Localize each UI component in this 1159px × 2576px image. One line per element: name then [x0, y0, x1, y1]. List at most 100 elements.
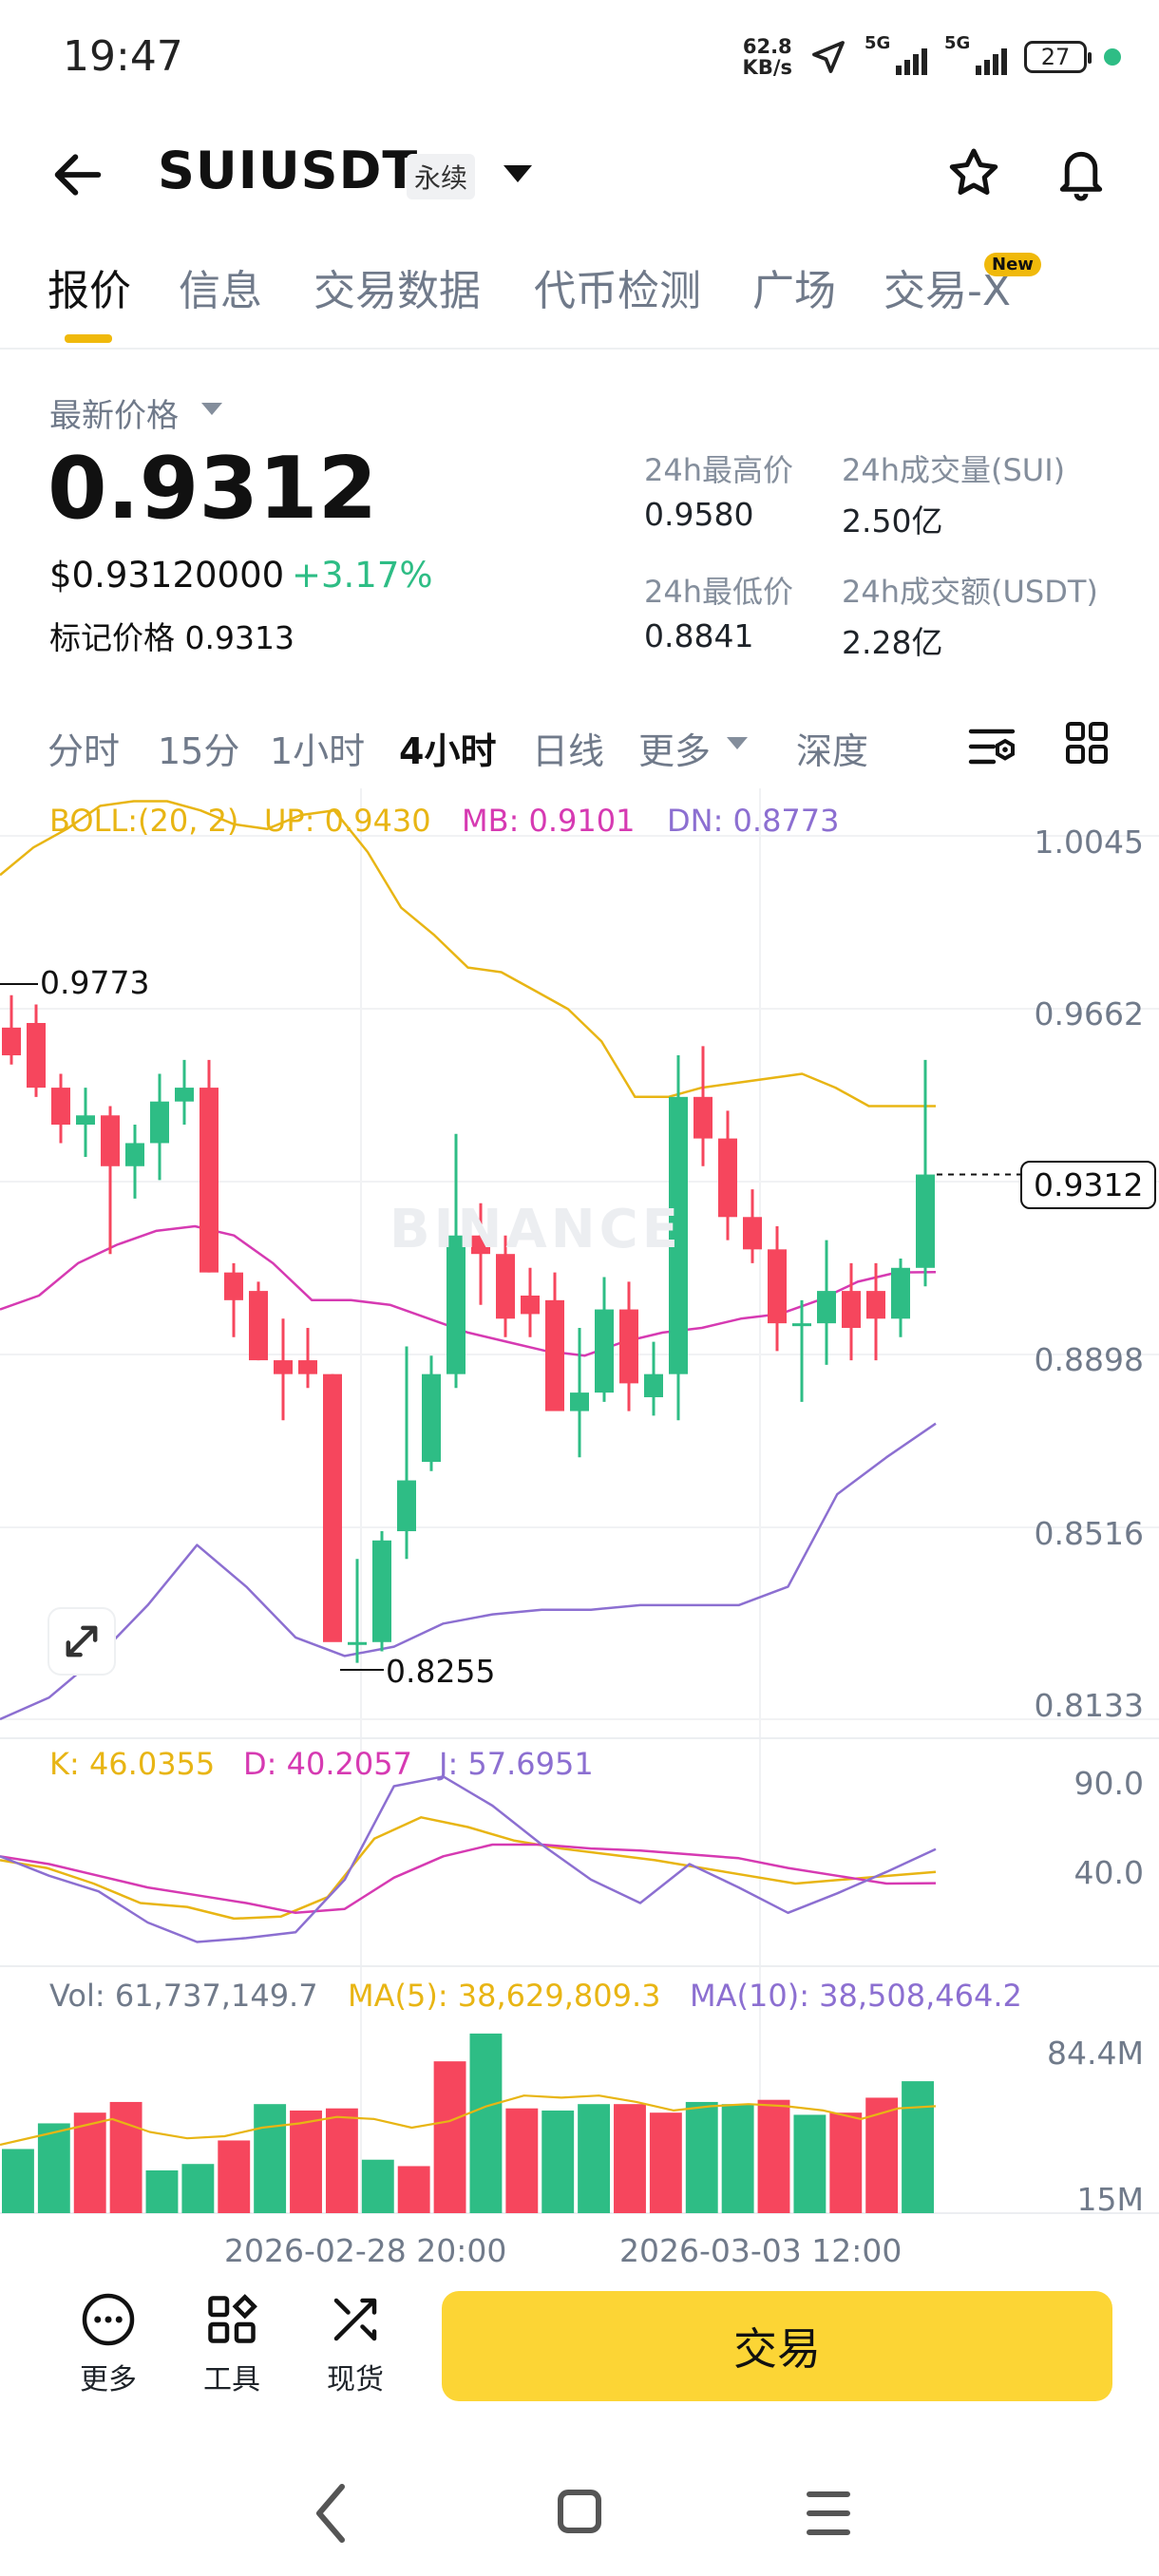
volume-bar — [254, 2104, 287, 2213]
layout-grid-icon[interactable] — [1064, 720, 1110, 766]
volume-bar — [433, 2061, 466, 2213]
candle-body — [175, 1088, 194, 1102]
candle-body — [842, 1291, 861, 1329]
candle-body — [619, 1309, 638, 1384]
candle-body — [125, 1143, 144, 1166]
volume-label: Vol: 61,737,149.7 — [49, 1978, 318, 2014]
volume-bar — [649, 2112, 682, 2213]
symbol-dropdown-icon[interactable] — [504, 165, 532, 182]
boll-lower-line — [0, 1422, 937, 1721]
volume-bar — [469, 2033, 503, 2213]
tab-quote[interactable]: 报价 — [48, 267, 131, 315]
interval-4h[interactable]: 4小时 — [399, 730, 497, 772]
battery-icon: 27 — [1024, 41, 1092, 73]
interval-time-share[interactable]: 分时 — [48, 730, 121, 772]
price-axis-label: 1.0045 — [1034, 824, 1144, 861]
interval-depth[interactable]: 深度 — [796, 730, 869, 772]
kline-chart[interactable] — [0, 788, 1159, 2232]
trade-button[interactable]: 交易 — [442, 2291, 1112, 2401]
fullscreen-expand-icon[interactable] — [48, 1607, 116, 1676]
high-24h-label: 24h最高价 — [644, 452, 794, 488]
high-marker-label: 0.9773 — [40, 964, 150, 1001]
volume-bar — [145, 2169, 179, 2213]
volume-bar — [721, 2104, 754, 2213]
system-navigation-bar — [316, 2484, 850, 2543]
tab-trading-data[interactable]: 交易数据 — [314, 267, 481, 315]
volume-24h-value: 2.50亿 — [842, 502, 943, 540]
volume-bar — [181, 2164, 215, 2213]
volume-bar — [505, 2108, 539, 2213]
nav-home-icon — [558, 2490, 601, 2533]
tab-info[interactable]: 信息 — [179, 267, 262, 315]
kdj-d-line — [0, 1843, 937, 1915]
volume-ma5-line — [0, 2094, 937, 2147]
interval-15m[interactable]: 15分 — [158, 730, 240, 772]
candle-body — [669, 1096, 688, 1374]
time-axis-label: 2026-03-03 12:00 — [619, 2232, 902, 2269]
price-axis-label: 0.9662 — [1034, 995, 1144, 1032]
new-badge: New — [984, 253, 1041, 276]
interval-1h[interactable]: 1小时 — [270, 730, 366, 772]
volume-bar — [37, 2123, 70, 2213]
status-icons: 62.8 KB/s 5G 5G 27 — [742, 33, 1121, 79]
volume-24h-label: 24h成交量(SUI) — [842, 452, 1066, 488]
latest-price-label[interactable]: 最新价格 — [49, 397, 179, 435]
volume-ma10: MA(10): 38,508,464.2 — [690, 1978, 1022, 2014]
divider — [0, 348, 1159, 350]
candle-body — [817, 1291, 836, 1324]
more-caret-icon[interactable] — [727, 737, 748, 749]
alert-bell-icon[interactable] — [1053, 142, 1110, 203]
price-change-percent: +3.17% — [292, 555, 433, 596]
candle-body — [718, 1138, 737, 1218]
volume-bar — [578, 2104, 611, 2213]
candle-body — [866, 1291, 885, 1319]
interval-more[interactable]: 更多 — [638, 730, 712, 772]
tab-square[interactable]: 广场 — [752, 267, 836, 315]
active-tab-indicator — [65, 334, 112, 343]
nav-menu-icon — [807, 2491, 850, 2535]
current-price-tag[interactable]: 0.9312 — [1020, 1161, 1157, 1209]
volume-bar — [218, 2140, 251, 2213]
chart-settings-icon[interactable] — [967, 722, 1016, 771]
volume-bar — [829, 2112, 863, 2213]
kdj-axis-label: 90.0 — [1074, 1765, 1144, 1802]
candle-body — [224, 1272, 243, 1300]
more-button[interactable]: 更多 — [61, 2291, 156, 2397]
volume-bar — [397, 2166, 430, 2213]
mark-price: 标记价格 0.9313 — [49, 619, 294, 656]
volume-bar — [542, 2110, 575, 2213]
kdj-j: J: 57.6951 — [439, 1746, 594, 1782]
favorite-star-icon[interactable] — [945, 144, 1002, 201]
volume-axis-label: 15M — [1076, 2181, 1144, 2218]
candle-body — [768, 1249, 787, 1324]
spot-button[interactable]: 现货 — [308, 2291, 403, 2397]
nav-back-icon — [316, 2484, 345, 2543]
interval-1d[interactable]: 日线 — [532, 730, 605, 772]
low-24h-value: 0.8841 — [644, 617, 754, 654]
privacy-indicator-dot — [1104, 48, 1121, 66]
volume-bar — [325, 2108, 358, 2213]
low-24h-label: 24h最低价 — [644, 574, 794, 610]
candle-body — [422, 1373, 441, 1463]
symbol-title[interactable]: SUIUSDT — [158, 141, 419, 200]
back-arrow-icon[interactable] — [48, 144, 108, 205]
usd-price: $0.93120000 — [49, 555, 285, 596]
time-axis-label: 2026-02-28 20:00 — [224, 2232, 507, 2269]
boll-dn: DN: 0.8773 — [667, 803, 840, 839]
kdj-k: K: 46.0355 — [49, 1746, 216, 1782]
volume-bar — [757, 2099, 790, 2213]
price-axis-label: 0.8898 — [1034, 1341, 1144, 1378]
candle-body — [372, 1540, 391, 1642]
volume-bar — [685, 2101, 718, 2213]
network-speed: 62.8 KB/s — [742, 35, 792, 79]
tab-token-check[interactable]: 代币检测 — [534, 267, 701, 315]
candle-body — [348, 1641, 367, 1645]
tools-button[interactable]: 工具 — [184, 2291, 279, 2397]
volume-ma5: MA(5): 38,629,809.3 — [348, 1978, 661, 2014]
candle-body — [471, 1235, 490, 1255]
volume-bar — [290, 2110, 322, 2213]
high-24h-value: 0.9580 — [644, 496, 754, 533]
amount-24h-value: 2.28亿 — [842, 624, 943, 661]
boll-label: BOLL:(20, 2) — [49, 803, 239, 839]
price-type-caret-icon[interactable] — [201, 403, 222, 415]
